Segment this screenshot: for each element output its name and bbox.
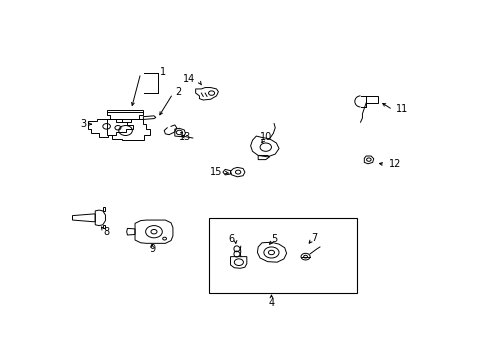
Text: 6: 6	[228, 234, 234, 244]
Text: 7: 7	[310, 233, 317, 243]
Text: 2: 2	[175, 87, 182, 97]
Text: 8: 8	[103, 227, 109, 237]
Bar	[208, 218, 356, 293]
Text: 9: 9	[149, 244, 155, 254]
Text: 3: 3	[81, 119, 87, 129]
Text: 1: 1	[160, 67, 166, 77]
Text: 13: 13	[179, 132, 191, 143]
Text: 4: 4	[268, 298, 274, 308]
Text: 10: 10	[260, 132, 272, 143]
Text: 12: 12	[388, 159, 401, 169]
Text: 14: 14	[183, 74, 195, 84]
Text: 15: 15	[209, 167, 222, 177]
Text: 11: 11	[395, 104, 407, 114]
Text: 5: 5	[270, 234, 277, 244]
